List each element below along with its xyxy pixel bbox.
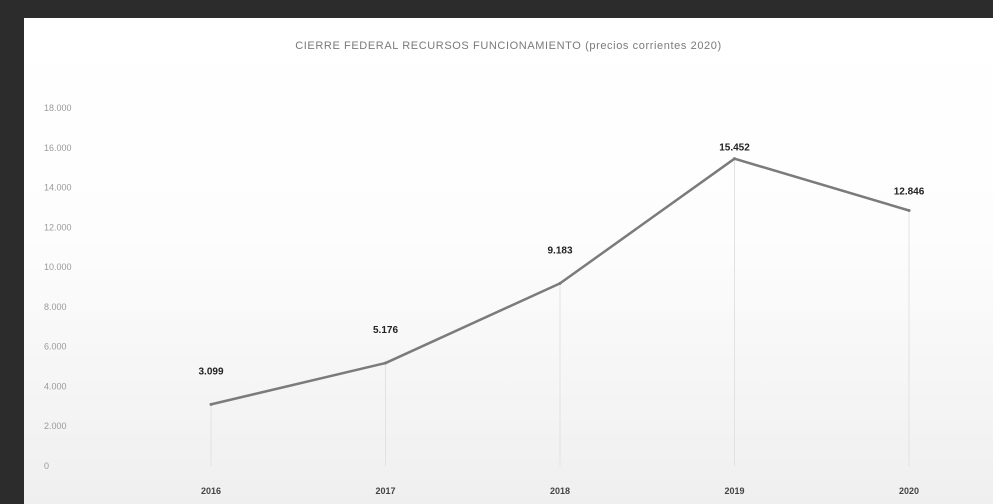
data-label: 3.099: [198, 366, 223, 377]
x-tick-label: 2017: [375, 486, 395, 496]
data-point: [558, 281, 562, 285]
x-tick-label: 2016: [201, 486, 221, 496]
data-label: 9.183: [547, 245, 572, 256]
data-point: [733, 157, 736, 161]
y-tick-label: 14.000: [44, 183, 72, 193]
data-label: 5.176: [373, 325, 398, 336]
y-tick-label: 18.000: [44, 103, 72, 113]
x-tick-label: 2018: [550, 486, 570, 496]
y-tick-label: 2.000: [44, 421, 67, 431]
y-tick-label: 4.000: [44, 381, 67, 391]
y-tick-label: 12.000: [44, 222, 72, 232]
data-point: [209, 402, 213, 406]
y-tick-label: 10.000: [44, 262, 72, 272]
data-label: 12.846: [894, 187, 925, 198]
y-tick-label: 16.000: [44, 143, 72, 153]
y-tick-label: 6.000: [44, 342, 67, 352]
y-tick-label: 0: [44, 461, 49, 471]
data-point: [907, 209, 911, 213]
y-tick-label: 8.000: [44, 302, 67, 312]
data-point: [384, 361, 387, 365]
x-tick-label: 2020: [899, 486, 919, 496]
line-chart: 0 2.000 4.000 6.000 8.000 10.000 12.000 14.000 1…: [44, 103, 925, 496]
data-label: 15.452: [719, 143, 750, 154]
chart-title: CIERRE FEDERAL RECURSOS FUNCIONAMIENTO (…: [295, 40, 722, 52]
x-tick-label: 2019: [724, 486, 744, 496]
chart-frame: CIERRE FEDERAL RECURSOS FUNCIONAMIENTO (…: [24, 18, 993, 504]
